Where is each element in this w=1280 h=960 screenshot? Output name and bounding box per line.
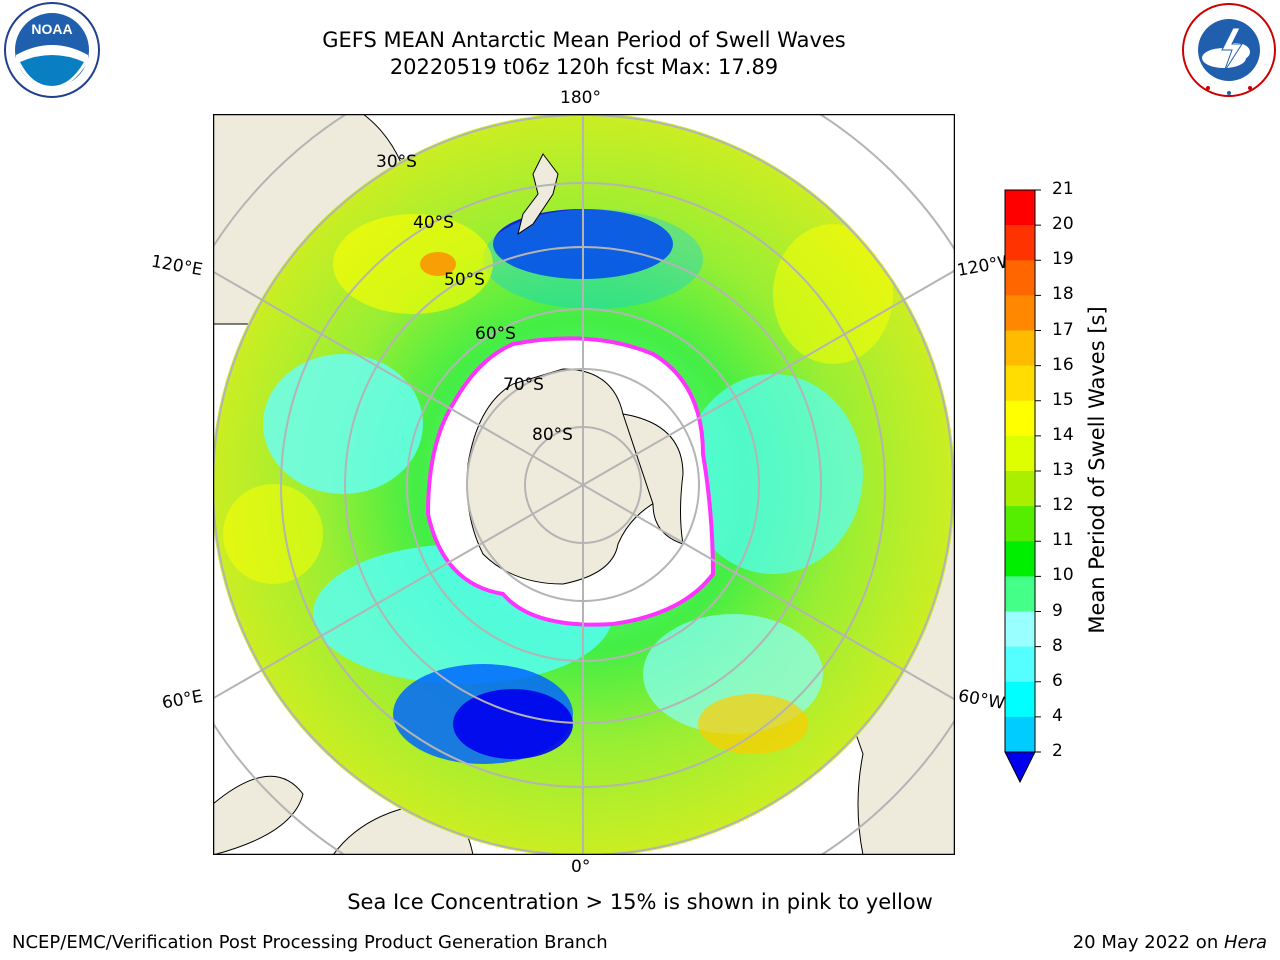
colorbar-tick-label: 15 (1052, 389, 1074, 410)
colorbar-label: Mean Period of Swell Waves [s] (1085, 306, 1109, 634)
lon-label-0: 0° (571, 857, 591, 877)
colorbar-tick-label: 6 (1052, 670, 1063, 691)
colorbar-tick-label: 19 (1052, 249, 1074, 270)
lat-label-70s: 70°S (503, 375, 544, 395)
footer-date: 20 May 2022 on Hera (1073, 932, 1267, 953)
new-zealand-land (517, 153, 559, 236)
colorbar-tick-label: 2 (1052, 741, 1063, 761)
colorbar-bin (1005, 681, 1035, 718)
colorbar-bin (1005, 365, 1035, 402)
colorbar-bin (1005, 260, 1035, 296)
colorbar-tick-label: 20 (1052, 214, 1074, 235)
noaa-logo-text: NOAA (31, 21, 72, 37)
colorbar-tick-label: 8 (1052, 635, 1063, 656)
colorbar-tick-label: 10 (1052, 565, 1074, 586)
footer-host: Hera (1223, 932, 1267, 953)
colorbar-bin (1005, 190, 1035, 226)
colorbar-tick-label: 21 (1052, 179, 1074, 199)
colorbar-bin (1005, 646, 1035, 683)
chart-subtitle-run-info: 20220519 t06z 120h fcst Max: 17.89 (389, 55, 779, 79)
sea-ice-note: Sea Ice Concentration > 15% is shown in … (347, 890, 933, 914)
lat-label-60s: 60°S (475, 324, 516, 344)
noaa-logo-icon: NOAA (4, 2, 100, 98)
colorbar-tick-label: 14 (1052, 424, 1074, 445)
lon-label-60e: 60°E (160, 686, 205, 714)
colorbar-tick-label: 17 (1052, 319, 1074, 340)
antarctic-peninsula-land (622, 413, 684, 545)
colorbar-bin (1005, 225, 1035, 261)
colorbar-bin (1005, 541, 1035, 577)
footer-credit: NCEP/EMC/Verification Post Processing Pr… (12, 932, 608, 953)
nws-logo-icon (1182, 3, 1276, 97)
lon-label-120e: 120°E (149, 251, 205, 281)
colorbar-tick-label: 18 (1052, 284, 1074, 305)
lat-label-80s: 80°S (532, 425, 573, 445)
colorbar-tick-label: 12 (1052, 495, 1074, 516)
colorbar-extend-arrow (1004, 751, 1036, 784)
colorbar-tick-label: 11 (1052, 530, 1074, 551)
colorbar-tick-label: 9 (1052, 600, 1063, 621)
lat-label-30s: 30°S (376, 152, 417, 172)
colorbar-bin (1005, 506, 1035, 542)
south-polar-map (213, 114, 955, 855)
colorbar-bin (1005, 435, 1035, 472)
colorbar-bin (1005, 611, 1035, 648)
colorbar (1004, 189, 1041, 784)
colorbar-tick-label: 16 (1052, 354, 1074, 375)
footer-date-text: 20 May 2022 on (1072, 932, 1224, 953)
colorbar-tick-label: 4 (1052, 705, 1063, 726)
africa-land (213, 775, 304, 855)
chart-title: GEFS MEAN Antarctic Mean Period of Swell… (322, 28, 846, 52)
lat-label-50s: 50°S (444, 270, 485, 290)
colorbar-bin (1005, 295, 1035, 331)
lat-label-40s: 40°S (413, 213, 454, 233)
colorbar-tick-label: 13 (1052, 460, 1074, 480)
colorbar-bin (1005, 576, 1035, 612)
colorbar-bin (1005, 471, 1035, 507)
colorbar-bin (1005, 716, 1035, 753)
colorbar-bin (1005, 400, 1035, 437)
lon-label-180: 180° (560, 88, 601, 108)
colorbar-bin (1005, 330, 1035, 367)
